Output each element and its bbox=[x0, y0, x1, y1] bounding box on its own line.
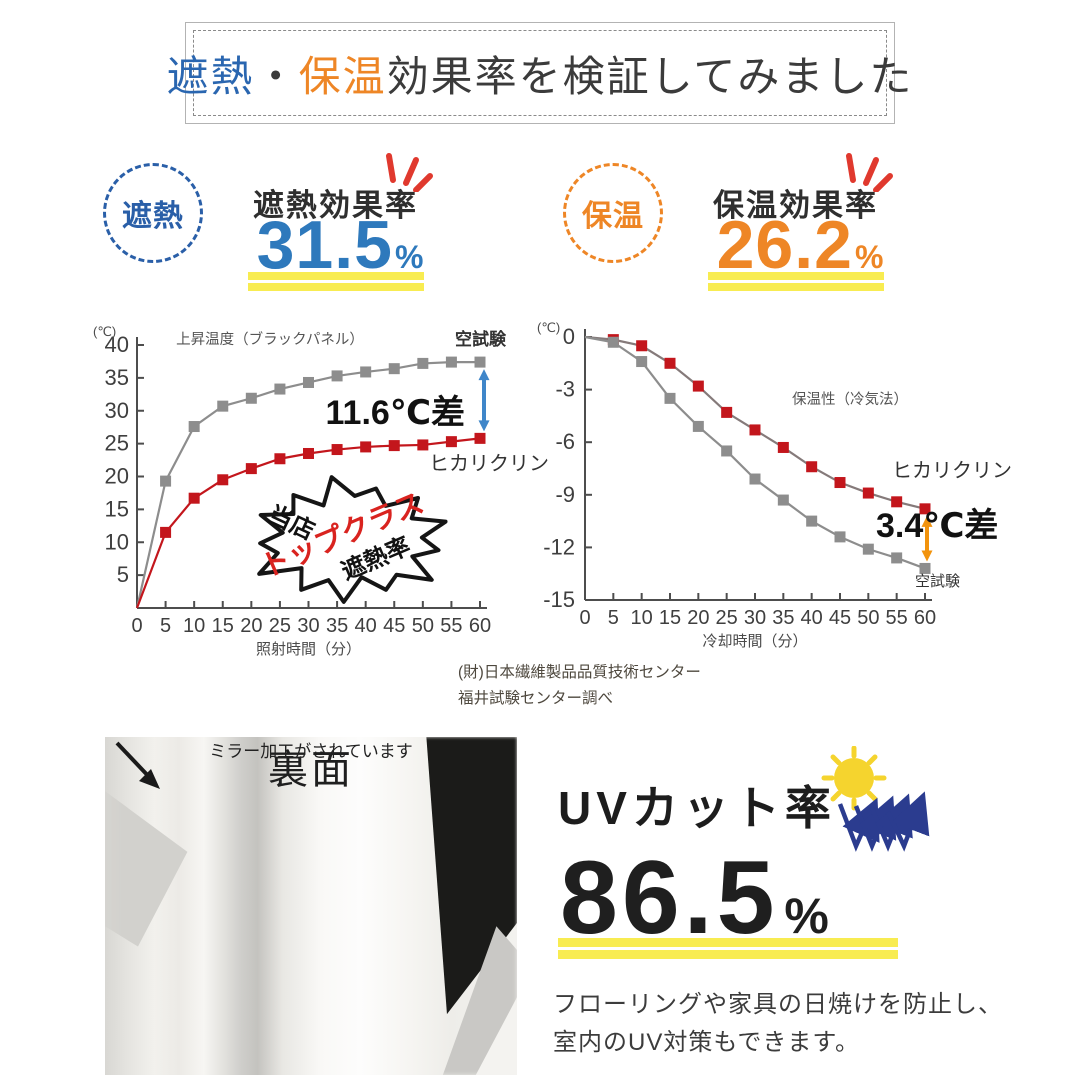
sun-disc bbox=[834, 758, 874, 798]
svg-text:保温性（冷気法）: 保温性（冷気法） bbox=[792, 391, 908, 408]
svg-text:0: 0 bbox=[579, 607, 590, 629]
uv-cut-heading: UVカット率 bbox=[558, 782, 836, 834]
svg-text:25: 25 bbox=[269, 615, 291, 637]
svg-text:15: 15 bbox=[105, 496, 129, 521]
svg-text:11.6℃差: 11.6℃差 bbox=[326, 394, 465, 432]
insulation-value: 26.2 % bbox=[710, 211, 890, 279]
svg-text:55: 55 bbox=[886, 607, 908, 629]
svg-text:空試験: 空試験 bbox=[915, 573, 960, 590]
svg-text:照射時間（分）: 照射時間（分） bbox=[256, 641, 361, 658]
svg-text:45: 45 bbox=[829, 607, 851, 629]
svg-text:3.4℃差: 3.4℃差 bbox=[876, 507, 998, 545]
svg-text:-9: -9 bbox=[555, 482, 575, 507]
svg-text:25: 25 bbox=[105, 431, 129, 456]
svg-text:20: 20 bbox=[687, 607, 709, 629]
svg-text:60: 60 bbox=[469, 615, 491, 637]
title-word-shanetsu: 遮熱 bbox=[166, 52, 255, 100]
uv-description-line-1: フローリングや家具の日焼けを防止し、 bbox=[553, 991, 1003, 1018]
svg-text:20: 20 bbox=[240, 615, 262, 637]
svg-text:0: 0 bbox=[131, 615, 142, 637]
title-rest: 効果率を検証してみました bbox=[386, 52, 914, 100]
title-separator: ・ bbox=[254, 52, 299, 100]
svg-text:10: 10 bbox=[105, 529, 129, 554]
svg-text:40: 40 bbox=[355, 615, 377, 637]
svg-text:50: 50 bbox=[857, 607, 879, 629]
svg-text:30: 30 bbox=[105, 398, 129, 423]
svg-text:5: 5 bbox=[608, 607, 619, 629]
insulation-badge: 保温 bbox=[563, 163, 663, 263]
svg-text:ヒカリクリン: ヒカリクリン bbox=[429, 452, 549, 475]
down-right-arrow-icon bbox=[115, 741, 160, 789]
svg-text:-15: -15 bbox=[543, 587, 575, 612]
photo-caption-mirror-finish: ミラー加工がされています bbox=[209, 742, 413, 761]
svg-text:20: 20 bbox=[105, 464, 129, 489]
svg-text:35: 35 bbox=[772, 607, 794, 629]
uv-description: フローリングや家具の日焼けを防止し、 室内のUV対策もできます。 bbox=[553, 986, 1003, 1063]
insulation-yellow-underline bbox=[708, 272, 884, 291]
svg-text:15: 15 bbox=[212, 615, 234, 637]
insulation-percent-sign: % bbox=[854, 239, 884, 275]
shading-badge-label: 遮熱 bbox=[122, 200, 184, 233]
heat-retention-line-chart: 0-3-6-9-12-150 5 10 15 20 25 30 35 40 45 50 55 60冷却時… bbox=[537, 320, 1012, 650]
photo-label-back-side: 裏面 bbox=[268, 748, 354, 792]
shading-value: 31.5 % bbox=[250, 211, 430, 279]
svg-text:10: 10 bbox=[183, 615, 205, 637]
source-line-2: 福井試験センター調べ bbox=[458, 690, 614, 708]
emphasis-marks-icon bbox=[386, 153, 433, 192]
shading-percent-number: 31.5 bbox=[256, 207, 393, 283]
svg-text:空試験: 空試験 bbox=[455, 329, 507, 349]
uv-reflection-arrows bbox=[837, 791, 930, 852]
svg-text:(℃): (℃) bbox=[93, 324, 116, 339]
svg-text:-12: -12 bbox=[543, 534, 575, 559]
sun-uv-reflect-icon bbox=[821, 746, 930, 852]
svg-text:10: 10 bbox=[631, 607, 653, 629]
curtain-back-photo: 裏面 ミラー加工がされています bbox=[105, 737, 517, 1075]
title-banner: 遮熱・保温効果率を検証してみました bbox=[167, 22, 911, 124]
uv-yellow-underline bbox=[558, 938, 898, 959]
page-title: 遮熱・保温効果率を検証してみました bbox=[167, 43, 914, 104]
test-source-note: (財)日本繊維製品品質技術センター 福井試験センター調べ bbox=[458, 660, 701, 713]
svg-text:40: 40 bbox=[105, 332, 129, 357]
uv-percent-sign: % bbox=[784, 888, 829, 944]
svg-text:50: 50 bbox=[412, 615, 434, 637]
uv-cut-value: 86.5 % bbox=[560, 846, 829, 950]
uv-description-line-2: 室内のUV対策もできます。 bbox=[553, 1029, 860, 1057]
svg-text:30: 30 bbox=[297, 615, 319, 637]
svg-text:-3: -3 bbox=[555, 377, 575, 402]
shading-percent-sign: % bbox=[394, 239, 424, 275]
svg-text:(℃): (℃) bbox=[537, 320, 560, 335]
title-banner-inner-border: 遮熱・保温効果率を検証してみました bbox=[167, 30, 911, 116]
title-word-hoon: 保温 bbox=[298, 52, 387, 100]
shading-badge: 遮熱 bbox=[103, 163, 203, 263]
svg-text:25: 25 bbox=[716, 607, 738, 629]
svg-text:35: 35 bbox=[105, 365, 129, 390]
svg-text:冷却時間（分）: 冷却時間（分） bbox=[702, 633, 807, 650]
svg-text:-6: -6 bbox=[555, 429, 575, 454]
insulation-badge-label: 保温 bbox=[582, 200, 644, 233]
svg-text:15: 15 bbox=[659, 607, 681, 629]
shading-yellow-underline bbox=[248, 272, 424, 291]
shading-heading: 遮熱効果率 bbox=[253, 188, 418, 223]
svg-text:0: 0 bbox=[563, 324, 575, 349]
svg-text:30: 30 bbox=[744, 607, 766, 629]
svg-text:上昇温度（ブラックパネル）: 上昇温度（ブラックパネル） bbox=[176, 330, 364, 348]
source-line-1: (財)日本繊維製品品質技術センター bbox=[458, 664, 701, 681]
svg-text:40: 40 bbox=[801, 607, 823, 629]
uv-percent-number: 86.5 bbox=[560, 840, 779, 956]
insulation-percent-number: 26.2 bbox=[716, 207, 853, 283]
svg-text:5: 5 bbox=[160, 615, 171, 637]
svg-text:35: 35 bbox=[326, 615, 348, 637]
svg-text:55: 55 bbox=[440, 615, 462, 637]
svg-text:45: 45 bbox=[383, 615, 405, 637]
svg-text:5: 5 bbox=[117, 562, 129, 587]
insulation-heading: 保温効果率 bbox=[713, 188, 878, 223]
svg-text:60: 60 bbox=[914, 607, 936, 629]
emphasis-marks-icon bbox=[846, 153, 893, 192]
svg-text:ヒカリクリン: ヒカリクリン bbox=[892, 459, 1012, 482]
